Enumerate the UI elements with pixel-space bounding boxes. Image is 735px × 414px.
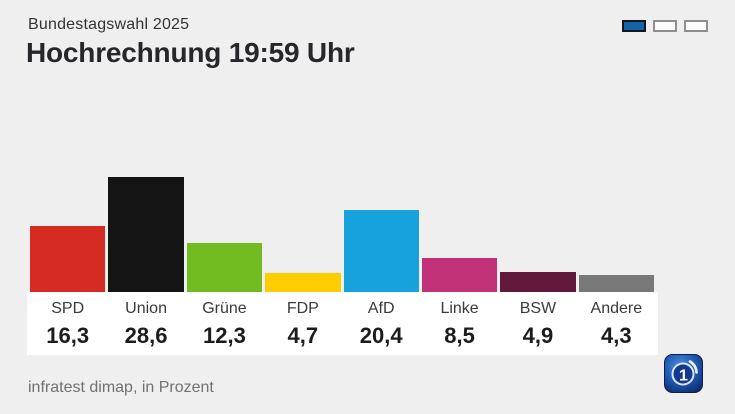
party-column: Union 28,6 <box>108 175 184 348</box>
party-label: AfD <box>367 300 395 317</box>
page-title: Hochrechnung 19:59 Uhr <box>26 37 355 68</box>
party-bar <box>30 226 106 292</box>
party-label: BSW <box>519 300 557 317</box>
bar-zone <box>30 175 106 292</box>
slide-indicator-2[interactable] <box>653 20 677 32</box>
label-band <box>27 292 658 355</box>
party-label: Andere <box>590 300 643 317</box>
party-value: 20,4 <box>359 323 403 348</box>
party-column: SPD 16,3 <box>30 175 106 348</box>
party-label: Union <box>125 300 167 317</box>
party-value: 4,9 <box>522 323 554 348</box>
party-label: Grüne <box>202 300 247 317</box>
party-column: AfD 20,4 <box>343 175 419 348</box>
bar-zone <box>500 175 576 292</box>
party-value: 16,3 <box>46 323 90 348</box>
bar-zone <box>108 175 184 292</box>
slide-pagination <box>622 20 708 32</box>
party-bar <box>500 272 576 292</box>
slide-indicator-1[interactable] <box>622 20 646 32</box>
bar-zone <box>186 175 263 292</box>
party-label: SPD <box>51 300 85 317</box>
bar-zone <box>265 175 341 292</box>
slide-indicator-3[interactable] <box>684 20 708 32</box>
party-value: 12,3 <box>203 323 246 348</box>
svg-text:1: 1 <box>679 368 688 385</box>
party-bar <box>343 210 419 292</box>
bar-zone <box>343 175 419 292</box>
party-value: 4,3 <box>601 323 632 348</box>
ard-tagesschau-logo-icon: 1 <box>664 354 703 393</box>
bar-zone <box>421 175 498 292</box>
party-bar <box>421 258 498 292</box>
party-column: BSW 4,9 <box>500 175 576 348</box>
party-bar <box>578 275 654 292</box>
party-column: FDP 4,7 <box>265 175 341 348</box>
party-label: Linke <box>440 300 479 317</box>
party-column: Andere 4,3 <box>578 175 654 348</box>
bar-zone <box>578 175 654 292</box>
party-column: Grüne 12,3 <box>186 175 263 348</box>
party-bar <box>265 273 341 292</box>
bar-chart: SPD 16,3 Union 28,6 Grüne 12,3 FDP 4,7 AfD 20,4 Li… <box>30 175 654 347</box>
source-note: infratest dimap, in Prozent <box>28 379 214 396</box>
party-value: 8,5 <box>444 323 475 348</box>
party-bar <box>186 243 263 292</box>
chart-kicker: Bundestagswahl 2025 <box>28 16 190 33</box>
party-value: 28,6 <box>124 323 168 348</box>
party-bar <box>108 177 184 292</box>
party-label: FDP <box>286 300 319 317</box>
party-column: Linke 8,5 <box>421 175 498 348</box>
party-value: 4,7 <box>287 323 319 348</box>
